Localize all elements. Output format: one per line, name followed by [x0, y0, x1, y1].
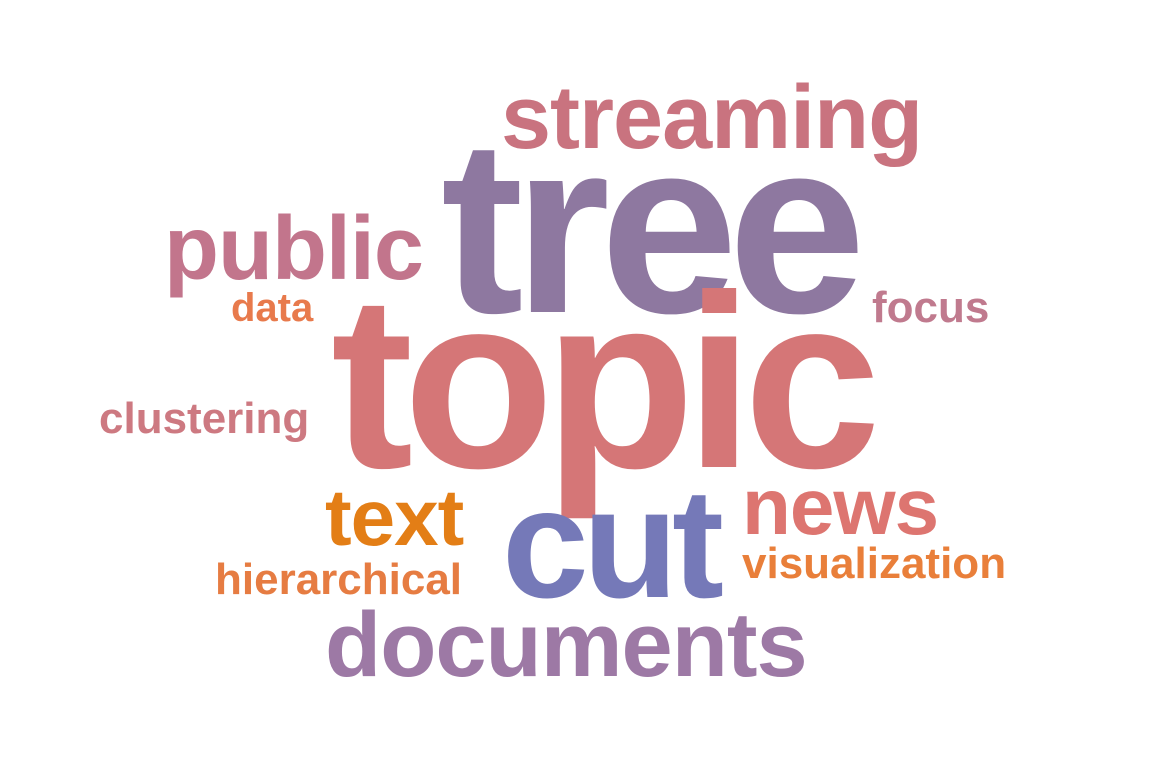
- word-hierarchical: hierarchical: [215, 555, 463, 604]
- word-visualization: visualization: [742, 539, 1007, 588]
- word-data: data: [231, 286, 314, 330]
- word-tree: tree: [441, 87, 866, 365]
- word-streaming: streaming: [501, 68, 923, 168]
- word-documents: documents: [325, 594, 808, 696]
- word-text: text: [325, 473, 464, 562]
- word-clustering: clustering: [99, 394, 310, 443]
- word-cut: cut: [502, 457, 724, 631]
- word-public: public: [164, 199, 424, 299]
- word-news: news: [742, 462, 939, 551]
- word-focus: focus: [872, 283, 990, 332]
- word-topic: topic: [331, 244, 881, 520]
